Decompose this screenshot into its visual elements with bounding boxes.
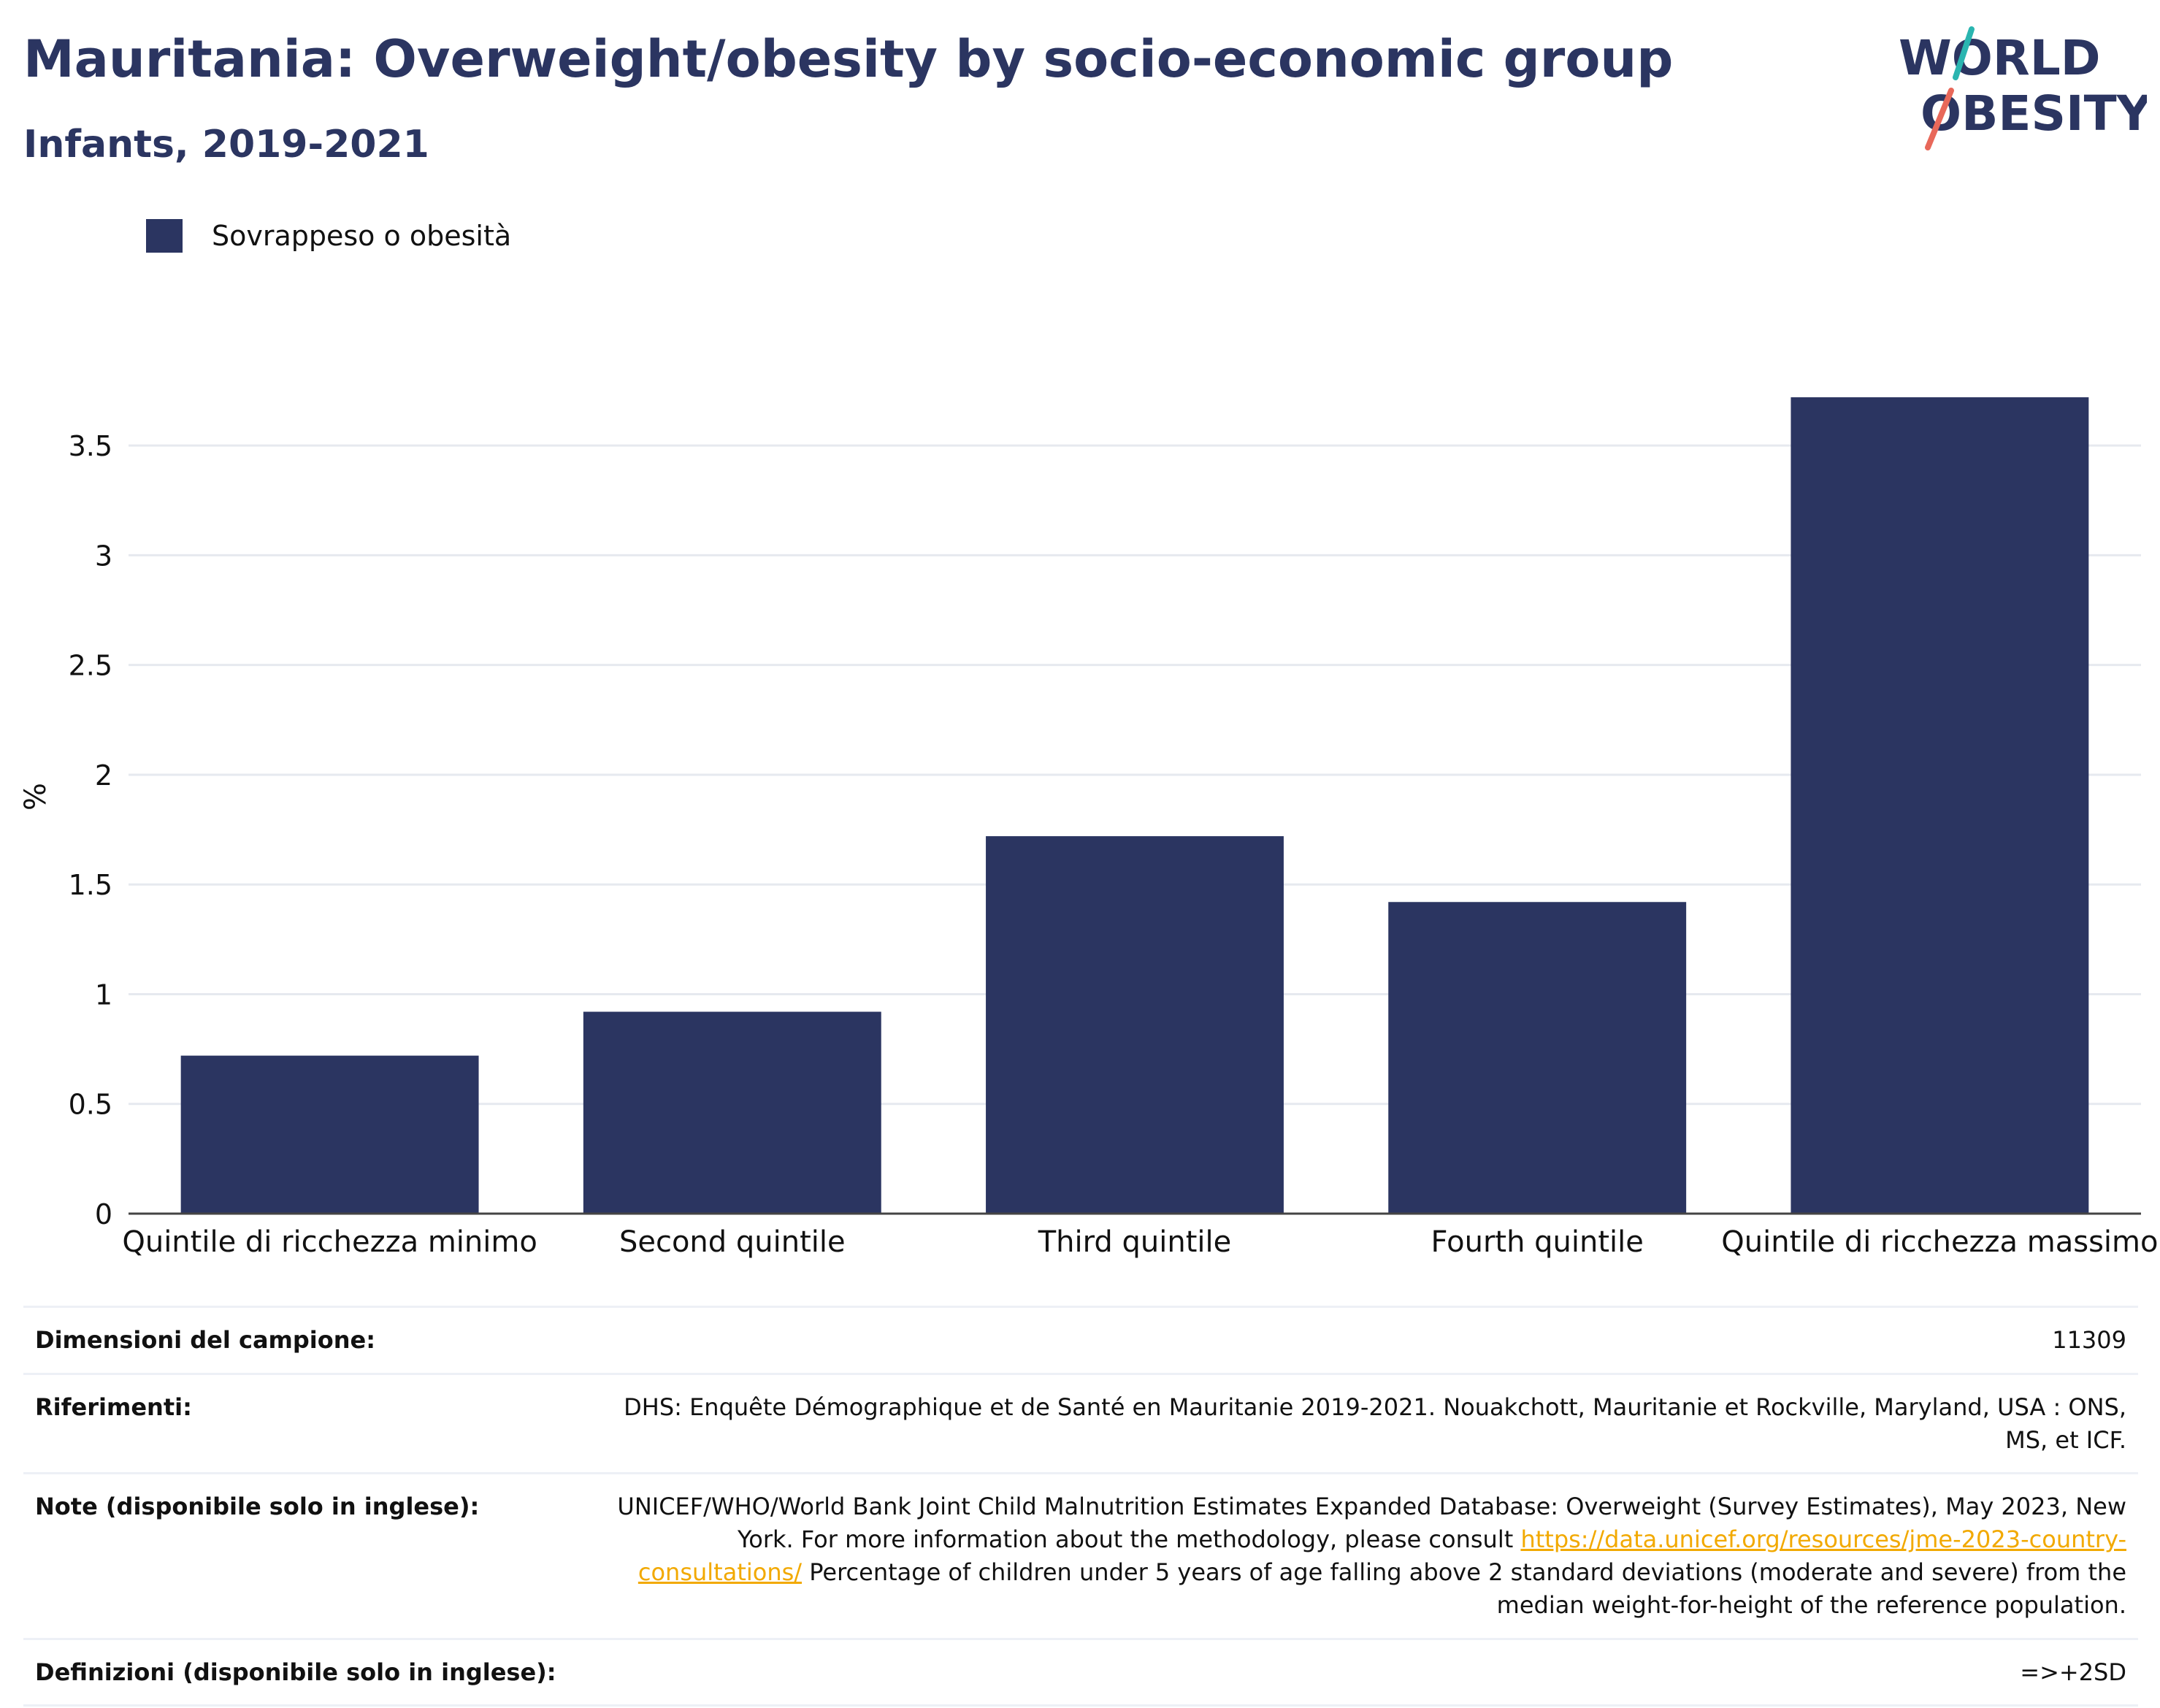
y-tick-label: 3.5 [69,430,112,462]
x-tick-label: Fourth quintile [1431,1225,1644,1259]
notes-value: UNICEF/WHO/World Bank Joint Child Malnut… [572,1472,2138,1639]
references-label: Riferimenti: [23,1372,572,1474]
bar[interactable] [1791,397,2089,1214]
x-axis-ticks: Quintile di ricchezza minimo Second quint… [122,1225,2158,1259]
info-row-sample: Dimensioni del campione: 11309 [23,1306,2138,1374]
chart-subtitle: Infants, 2019-2021 [23,123,429,166]
x-tick-label: Quintile di ricchezza massimo [1721,1225,2158,1259]
legend-label: Sovrappeso o obesità [212,220,512,252]
x-tick-label: Second quintile [619,1225,846,1259]
definitions-value: =>+2SD [572,1637,2138,1707]
legend[interactable]: Sovrappeso o obesità [146,219,511,253]
bar[interactable] [583,1011,881,1214]
info-row-notes: Note (disponibile solo in inglese): UNIC… [23,1472,2138,1639]
bar[interactable] [180,1055,479,1214]
x-tick-label: Quintile di ricchezza minimo [122,1225,537,1259]
logo-line-2: OBESITY [1920,85,2147,142]
y-tick-label: 1 [95,979,112,1011]
bar[interactable] [986,836,1284,1214]
y-tick-label: 3 [95,540,112,572]
chart-title: Mauritania: Overweight/obesity by socio-… [23,29,1674,89]
sample-label: Dimensioni del campione: [23,1306,572,1374]
bar[interactable] [1388,902,1687,1214]
legend-swatch [146,219,183,253]
x-tick-label: Third quintile [1038,1225,1231,1259]
info-row-definitions: Definizioni (disponibile solo in inglese… [23,1637,2138,1707]
sample-value: 11309 [572,1306,2138,1374]
world-obesity-logo: WORLD OBESITY [1899,26,2147,150]
y-tick-label: 2.5 [69,650,112,682]
y-axis-ticks: 0 0.5 1 1.5 2 2.5 3 3.5 [69,430,112,1230]
logo-slash-bottom [1925,88,1954,150]
notes-text-2: Percentage of children under 5 years of … [802,1558,2126,1619]
bars [180,397,2089,1214]
y-tick-label: 1.5 [69,869,112,901]
definitions-label: Definizioni (disponibile solo in inglese… [23,1637,572,1707]
logo-line-1: WORLD [1899,30,2101,86]
y-axis-label: % [19,783,53,811]
y-tick-label: 0.5 [69,1089,112,1121]
references-value: DHS: Enquête Démographique et de Santé e… [572,1372,2138,1474]
notes-label: Note (disponibile solo in inglese): [23,1472,572,1639]
methodology-link[interactable]: https://data.unicef.org/resources/jme-20… [637,1525,2126,1586]
info-table: Dimensioni del campione: 11309 Riferimen… [23,1306,2138,1707]
logo-slash-top [1953,26,1975,80]
bar-chart: 0 0.5 1 1.5 2 2.5 3 3.5 Quintile di ricchezza m… [19,397,2158,1259]
y-tick-label: 2 [95,759,112,792]
info-row-references: Riferimenti: DHS: Enquête Démographique … [23,1372,2138,1474]
notes-text-1: UNICEF/WHO/World Bank Joint Child Malnut… [617,1493,2126,1554]
y-tick-label: 0 [95,1198,112,1230]
